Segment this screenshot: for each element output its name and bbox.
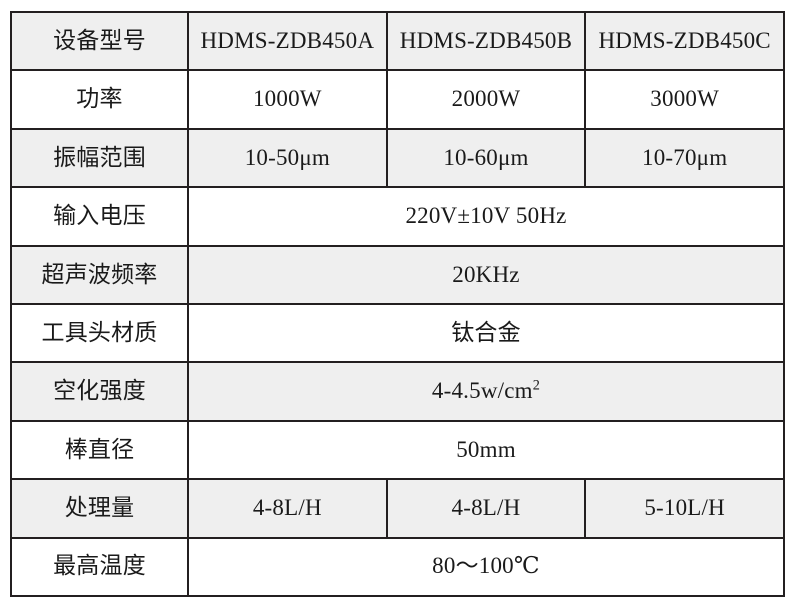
- row-label-max-temperature: 最高温度: [10, 536, 189, 597]
- table-row: 功率 1000W 2000W 3000W: [10, 69, 785, 130]
- cell-model-c: HDMS-ZDB450C: [584, 10, 785, 72]
- cell-max-temperature-merged: 80～100℃: [187, 536, 785, 597]
- table-row: 空化强度 4-4.5w/cm2: [10, 361, 785, 422]
- cell-throughput-c: 5-10L/H: [584, 478, 785, 539]
- cell-throughput-b: 4-8L/H: [385, 478, 587, 539]
- table-body: 设备型号 HDMS-ZDB450A HDMS-ZDB450B HDMS-ZDB4…: [10, 10, 785, 597]
- table-row: 振幅范围 10-50μm 10-60μm 10-70μm: [10, 127, 785, 189]
- cell-power-a: 1000W: [187, 69, 388, 130]
- table-row: 工具头材质 钛合金: [10, 302, 785, 364]
- cell-ultrasonic-frequency-merged: 20KHz: [187, 244, 785, 305]
- equipment-specification-table: 设备型号 HDMS-ZDB450A HDMS-ZDB450B HDMS-ZDB4…: [10, 10, 785, 597]
- cavitation-value-superscript: 2: [532, 377, 541, 394]
- row-label-ultrasonic-frequency: 超声波频率: [10, 244, 189, 305]
- cell-power-b: 2000W: [385, 69, 587, 130]
- table-row: 棒直径 50mm: [10, 419, 785, 481]
- row-label-power: 功率: [10, 69, 189, 130]
- row-label-rod-diameter: 棒直径: [10, 419, 189, 481]
- cell-amplitude-b: 10-60μm: [385, 127, 587, 189]
- cell-input-voltage-merged: 220V±10V 50Hz: [187, 186, 785, 247]
- cell-throughput-a: 4-8L/H: [187, 478, 388, 539]
- cell-amplitude-c: 10-70μm: [584, 127, 785, 189]
- row-label-cavitation-intensity: 空化强度: [10, 361, 189, 422]
- cell-tool-head-material-merged: 钛合金: [187, 302, 785, 364]
- cell-model-a: HDMS-ZDB450A: [187, 10, 388, 72]
- table-row: 超声波频率 20KHz: [10, 244, 785, 305]
- cell-cavitation-intensity-merged: 4-4.5w/cm2: [187, 361, 785, 422]
- row-label-equipment-model: 设备型号: [10, 10, 189, 72]
- table-row: 输入电压 220V±10V 50Hz: [10, 186, 785, 247]
- row-label-input-voltage: 输入电压: [10, 186, 189, 247]
- row-label-amplitude-range: 振幅范围: [10, 127, 189, 189]
- table-row: 处理量 4-8L/H 4-8L/H 5-10L/H: [10, 478, 785, 539]
- table-row: 最高温度 80～100℃: [10, 536, 785, 597]
- cell-power-c: 3000W: [584, 69, 785, 130]
- table-row: 设备型号 HDMS-ZDB450A HDMS-ZDB450B HDMS-ZDB4…: [10, 10, 785, 72]
- cell-rod-diameter-merged: 50mm: [187, 419, 785, 481]
- cell-amplitude-a: 10-50μm: [187, 127, 388, 189]
- cell-model-b: HDMS-ZDB450B: [385, 10, 587, 72]
- cavitation-value-main: 4-4.5w/cm: [431, 378, 533, 404]
- row-label-throughput: 处理量: [10, 478, 189, 539]
- row-label-tool-head-material: 工具头材质: [10, 302, 189, 364]
